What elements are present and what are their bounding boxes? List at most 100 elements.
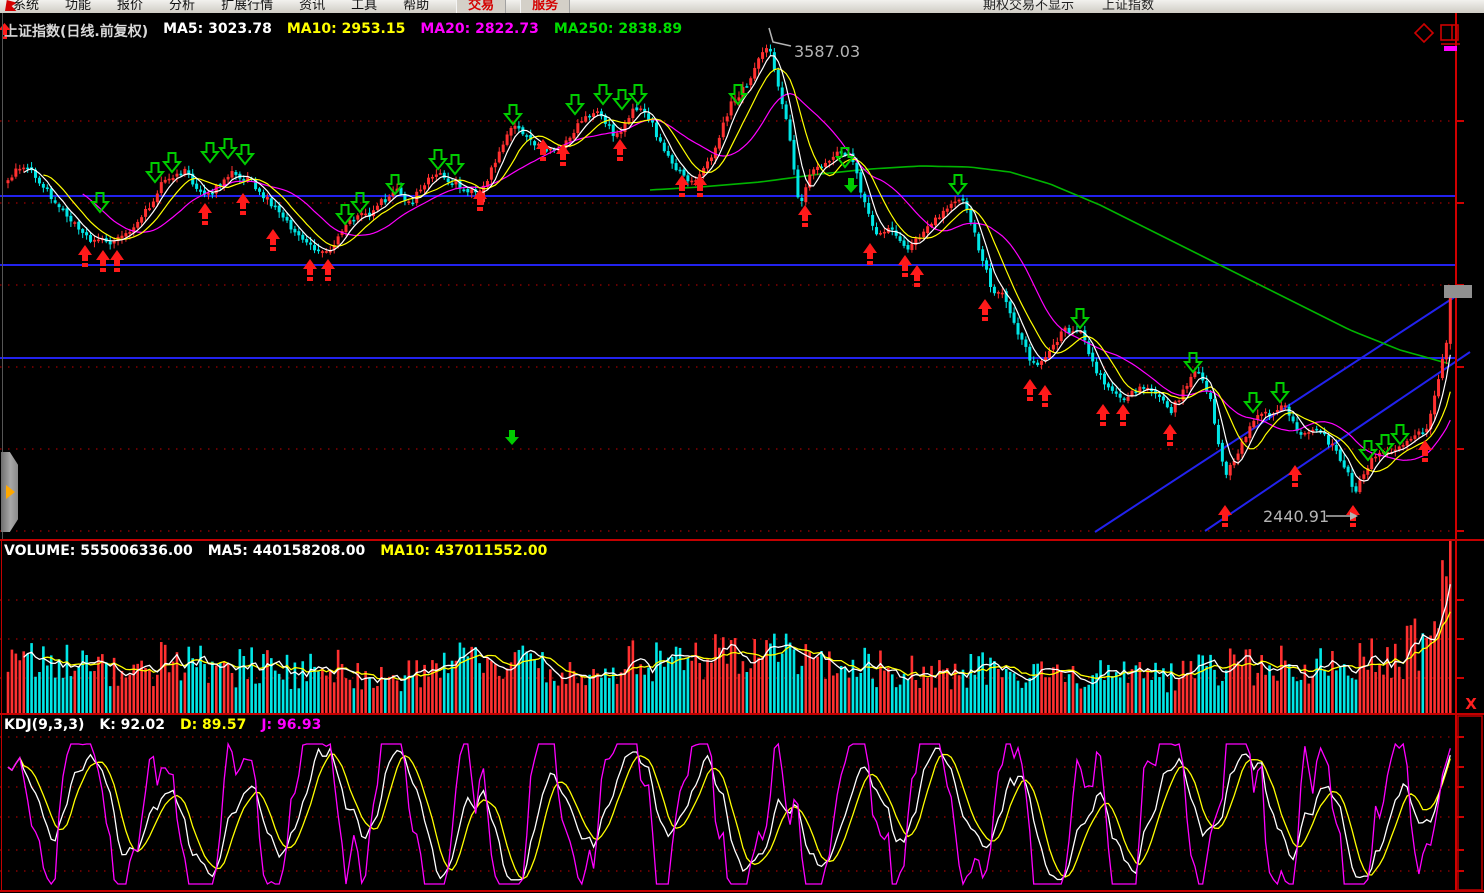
candle-body — [1130, 390, 1134, 396]
volume-bar — [784, 633, 788, 713]
volume-bar — [1283, 660, 1287, 713]
volume-bar — [824, 678, 827, 713]
main-chart-panel[interactable]: 3587.03 2440.91 上证指数(日线.前复权) MA5: 3023.78… — [0, 13, 1484, 540]
volume-bar — [340, 663, 344, 713]
volume-bar — [631, 640, 635, 713]
sell-signal-arrow — [1374, 434, 1396, 456]
candle-body — [336, 236, 340, 245]
candle-body — [882, 231, 886, 234]
volume-bar — [1134, 665, 1138, 713]
volume-bar — [309, 653, 312, 713]
candle-body — [49, 188, 53, 199]
candle-body — [823, 162, 827, 167]
volume-bar — [81, 650, 84, 713]
volume-chart[interactable] — [0, 540, 1484, 715]
volume-bar — [1393, 643, 1397, 713]
volume-bar — [694, 642, 698, 713]
volume-bar — [478, 663, 481, 713]
diamond-icon[interactable] — [1413, 22, 1435, 44]
menu-item[interactable]: 报价 — [117, 0, 144, 13]
menu-item[interactable]: 帮助 — [403, 0, 430, 13]
buy-signal-arrow — [1096, 404, 1110, 420]
price-chart[interactable]: 3587.03 2440.91 — [0, 13, 1484, 540]
volume-panel[interactable]: VOLUME: 555006336.00 MA5: 440158208.00 MA1… — [0, 540, 1484, 715]
volume-bar — [729, 640, 733, 713]
candle-body — [1091, 352, 1095, 362]
volume-bar — [702, 679, 705, 713]
menu-item[interactable]: 资讯 — [299, 0, 326, 13]
buy-signal-arrow — [236, 193, 250, 209]
candle-body — [572, 132, 576, 139]
volume-bar — [1390, 677, 1393, 713]
buy-signal-base — [1042, 403, 1048, 407]
candle-body — [218, 184, 222, 187]
volume-bar — [458, 642, 462, 713]
candle-body — [1228, 464, 1232, 476]
candle-body — [969, 209, 973, 223]
volume-bar — [325, 675, 328, 713]
candle-body — [957, 199, 961, 202]
buy-signal-base — [240, 211, 246, 215]
menu-item[interactable]: 功能 — [65, 0, 92, 13]
candle-body — [18, 168, 22, 171]
volume-bar — [902, 673, 906, 713]
candle-body — [808, 174, 812, 188]
menu-item-hot[interactable]: 交易 — [456, 0, 507, 13]
candle-body — [525, 135, 529, 137]
candle-body — [1189, 376, 1193, 388]
menu-item[interactable]: 工具 — [351, 0, 378, 13]
sidebar-expand-handle[interactable] — [1, 452, 18, 532]
buy-signal-base — [802, 223, 808, 227]
candle-body — [658, 137, 662, 142]
volume-bar — [1264, 674, 1267, 713]
menu-item[interactable]: 扩展行情 — [221, 0, 274, 13]
chart-window-icons[interactable] — [1413, 22, 1460, 51]
candle-body — [812, 169, 816, 175]
volume-bar — [765, 640, 768, 713]
volume-bar — [317, 671, 320, 713]
candle-body — [1134, 391, 1138, 393]
candle-body — [1142, 387, 1146, 389]
volume-bar — [1052, 667, 1055, 713]
candle-body — [509, 127, 513, 136]
candle-body — [1236, 453, 1240, 460]
candle-body — [635, 107, 639, 111]
buy-signal-base — [1422, 458, 1428, 462]
candle-body — [1079, 331, 1083, 333]
volume-bar — [490, 661, 493, 713]
buy-signal-base — [1222, 523, 1228, 527]
candle-body — [1173, 401, 1177, 413]
volume-bar — [651, 681, 654, 713]
menu-item-hot[interactable]: 服务 — [520, 0, 571, 13]
candle-body — [120, 235, 124, 239]
candle-body — [155, 193, 159, 203]
candle-body — [77, 221, 81, 230]
app-icon[interactable] — [5, 0, 17, 11]
candle-body — [863, 193, 867, 203]
menu-item[interactable]: 分析 — [169, 0, 196, 13]
candle-body — [1350, 473, 1354, 487]
candle-body — [92, 239, 96, 242]
volume-bar — [564, 683, 568, 713]
volume-bar — [1118, 677, 1122, 713]
volume-bar — [666, 657, 670, 713]
volume-bar — [1111, 675, 1114, 713]
signal-arrows — [78, 84, 1432, 527]
candle-body — [1370, 458, 1374, 470]
menu-item[interactable]: 系统 — [13, 0, 40, 13]
kdj-panel[interactable]: KDJ(9,3,3) K: 92.02 D: 89.57 J: 96.93 — [0, 715, 1484, 892]
candle-body — [73, 222, 77, 224]
volume-bar — [1433, 621, 1436, 713]
candle-body — [489, 167, 493, 180]
volume-bar — [344, 678, 348, 713]
volume-bar — [171, 661, 175, 713]
indicator-close-button[interactable]: X — [1465, 695, 1477, 713]
kdj-chart[interactable] — [0, 715, 1484, 892]
volume-bar — [1307, 683, 1311, 713]
candle-body — [438, 173, 442, 175]
volume-bar — [1409, 625, 1413, 713]
volume-bar — [1024, 682, 1028, 713]
restore-window-icon[interactable] — [1440, 24, 1459, 41]
candle-body — [694, 180, 698, 182]
volume-bar — [1166, 692, 1169, 713]
